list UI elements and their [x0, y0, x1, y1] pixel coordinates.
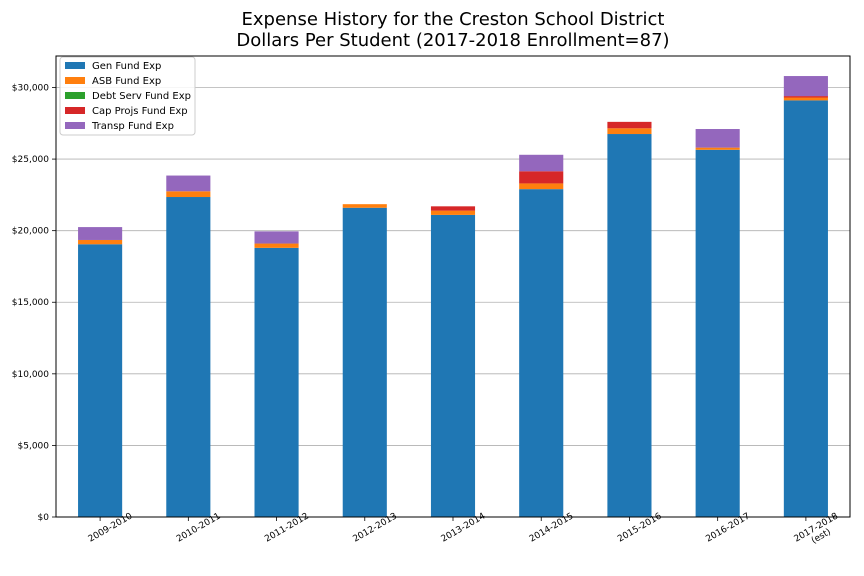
bar-4-series-1: [430, 210, 476, 215]
bar-8-series-3: [783, 96, 828, 98]
legend: Gen Fund Exp ASB Fund Exp Debt Serv Fund E…: [59, 56, 196, 136]
legend-label-4: Transp Fund Exp: [91, 121, 174, 132]
y-tick-label-2: $10,000: [12, 370, 49, 380]
y-axis-ticks: $0 $5,000 $10,000 $15,000 $20,000 $25,000 $30,…: [12, 83, 56, 523]
bar-5-series-4: [519, 154, 564, 172]
bar-6-series-3: [607, 121, 652, 129]
bar-5-series-1: [519, 183, 564, 190]
legend-swatch-1: [65, 77, 85, 84]
bar-4-series-0: [430, 214, 476, 518]
bar-2-series-1: [254, 243, 299, 248]
x-tick-label-8: 2017-2018(est): [793, 511, 841, 546]
bar-0-series-0: [78, 244, 123, 517]
legend-box: [59, 56, 196, 136]
bar-0-series-1: [78, 239, 123, 245]
legend-swatch-2: [65, 92, 85, 99]
y-tick-label-6: $30,000: [12, 83, 49, 93]
bar-1-series-1: [166, 191, 211, 198]
bar-5-series-3: [519, 171, 564, 184]
bars: [78, 76, 828, 518]
bar-7-series-1: [695, 147, 740, 150]
bar-7-series-4: [695, 129, 740, 148]
legend-label-0: Gen Fund Exp: [92, 61, 161, 72]
bar-6-series-0: [607, 134, 652, 517]
y-tick-label-5: $25,000: [12, 155, 49, 165]
bar-7-series-0: [695, 149, 740, 517]
bar-4-series-3: [430, 206, 476, 211]
bar-0-series-4: [78, 227, 123, 240]
y-tick-label-0: $0: [38, 513, 50, 523]
y-tick-label-3: $15,000: [12, 298, 49, 308]
legend-swatch-3: [65, 107, 85, 114]
bar-6-series-1: [607, 128, 652, 135]
legend-swatch-4: [65, 122, 85, 129]
bar-8-series-1: [783, 97, 828, 101]
x-axis-ticks: 2009-2010 2010-2011 2011-2012 2012-2013 2013…: [87, 511, 841, 546]
bar-8-series-4: [783, 76, 828, 97]
bar-2-series-0: [254, 247, 299, 517]
legend-label-2: Debt Serv Fund Exp: [92, 91, 191, 102]
legend-swatch-0: [65, 62, 85, 69]
y-tick-label-1: $5,000: [18, 441, 50, 451]
legend-label-3: Cap Projs Fund Exp: [92, 106, 188, 117]
bar-3-series-1: [342, 204, 387, 208]
bar-5-series-0: [519, 189, 564, 517]
legend-label-1: ASB Fund Exp: [92, 76, 161, 87]
bar-2-series-4: [254, 231, 299, 244]
bar-1-series-0: [166, 197, 211, 517]
bar-1-series-4: [166, 175, 211, 192]
bar-8-series-0: [783, 100, 828, 517]
chart-title-line2: Dollars Per Student (2017-2018 Enrollmen…: [236, 30, 669, 51]
chart-title-line1: Expense History for the Creston School D…: [242, 9, 665, 30]
bar-3-series-0: [342, 207, 387, 518]
y-tick-label-4: $20,000: [12, 227, 49, 237]
